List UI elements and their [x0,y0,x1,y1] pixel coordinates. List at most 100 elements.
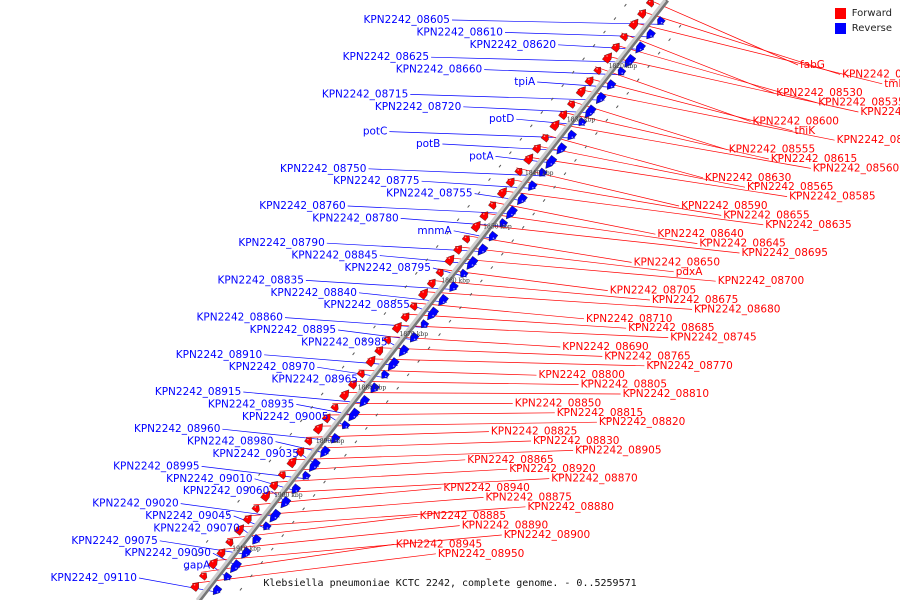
forward-gene [225,538,234,547]
forward-gene [365,355,376,368]
legend-reverse: Reverse [834,23,892,34]
reverse-gene-label: KPN2242_08610 [417,26,503,38]
forward-gene-label: KPN2242_08810 [623,388,709,400]
forward-gene-highlight [396,324,398,327]
axis-mark [550,97,554,101]
reverse-gene [538,167,548,177]
reverse-leader [243,391,369,404]
tick-label: 1820 kbp [609,63,638,70]
axis-mark [498,164,502,168]
reverse-gene [302,470,311,480]
reverse-gene-highlight [590,112,592,115]
reverse-gene [545,155,558,169]
reverse-gene [223,571,233,581]
reverse-gene-label: KPN2242_08855 [324,299,410,311]
reverse-gene-highlight [295,490,298,492]
forward-gene-label: KPN2242_08650 [634,256,720,268]
reverse-gene-label: gapA [183,560,211,572]
forward-gene-label: KPN2242_08745 [670,332,756,344]
forward-leader [577,88,835,141]
forward-gene-highlight [517,169,519,171]
forward-gene-label: KPN2242_08565 [747,181,833,193]
genome-caption: Klebsiella pneumoniae KCTC 2242, complet… [263,578,637,589]
reverse-gene-highlight [235,567,237,569]
forward-gene-highlight [386,337,388,340]
axis-mark [615,105,619,109]
axis-mark [394,298,397,302]
forward-gene-highlight [404,314,406,317]
axis-mark [448,319,452,323]
tick-label: 1880 kbp [358,385,387,392]
axis-mark [425,258,429,262]
forward-gene-highlight [606,55,608,57]
forward-gene [645,0,655,8]
forward-leader [481,212,698,244]
reverse-gene-highlight [285,503,287,506]
forward-gene-highlight [333,405,336,407]
forward-leader [367,358,645,367]
axis-mark [678,24,682,28]
reverse-gene [263,521,272,531]
axis-line [195,0,667,600]
reverse-leader [474,193,526,202]
reverse-gene-label: KPN2242_08840 [271,287,357,299]
axis-mark [582,57,585,61]
forward-gene-label: KPN2242_08640 [657,228,743,240]
reverse-gene-label: KPN2242_08835 [217,274,303,286]
forward-gene-highlight [527,156,529,158]
reverse-gene [635,41,646,54]
reverse-gene-highlight [492,237,495,239]
forward-gene-highlight [201,573,204,576]
forward-gene-highlight [596,68,598,70]
tick-label: 1850 kbp [483,224,512,231]
forward-gene-label: KPN2242_08525 [842,68,900,80]
axis-mark [341,365,345,369]
forward-gene-highlight [369,358,372,361]
forward-gene-label: KPN2242_08560 [813,162,899,174]
forward-gene [391,322,402,334]
forward-gene [295,447,305,458]
forward-gene-highlight [614,44,616,47]
forward-gene [435,269,444,278]
reverse-gene-label: KPN2242_08970 [229,361,315,373]
axis-mark [417,359,420,363]
forward-leader [393,324,669,338]
reverse-swatch [834,23,846,34]
reverse-gene-label: KPN2242_08625 [343,51,429,63]
forward-gene-highlight [491,202,493,205]
forward-leader [638,10,841,75]
forward-gene-label: KPN2242_08830 [533,435,619,447]
reverse-gene-label: KPN2242_08960 [134,423,220,435]
forward-gene [628,18,639,31]
forward-gene-label: KPN2242_08535 [818,97,900,109]
reverse-leader [284,317,428,328]
forward-leader [542,133,703,179]
forward-gene [251,505,260,514]
forward-gene [610,42,620,53]
forward-gene-highlight [264,493,267,495]
forward-gene-label: KPN2242_08630 [705,172,791,184]
axis-mark [247,486,251,490]
axis-mark [216,526,219,530]
reverse-gene-highlight [581,122,584,125]
reverse-leader [410,94,605,101]
reverse-gene-highlight [650,35,652,37]
forward-gene-label: KPN2242_08645 [699,238,785,250]
axis-mark [592,43,596,47]
axis-mark [571,70,575,74]
axis-mark [636,78,640,82]
forward-gene-label: KPN2242_08530 [776,87,862,99]
reverse-gene-highlight [274,516,277,519]
reverse-gene-highlight [403,351,406,354]
axis-mark [540,110,544,114]
forward-leader [192,553,436,584]
forward-gene [593,66,602,76]
forward-gene-highlight [211,560,214,563]
axis-mark [365,426,368,430]
reverse-gene-highlight [471,264,474,266]
forward-leader [507,178,722,216]
reverse-gene-highlight [463,274,466,277]
axis-mark [195,553,199,557]
reverse-gene [567,129,577,141]
